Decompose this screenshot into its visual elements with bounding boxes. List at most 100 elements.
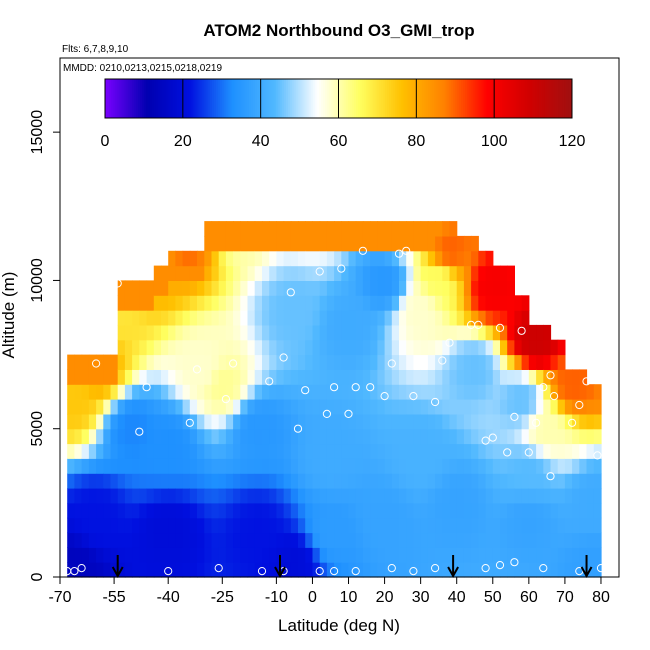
ground-arrow: [580, 555, 593, 579]
heatmap-cell: [543, 339, 552, 356]
heatmap-cell: [88, 488, 97, 504]
heatmap-cell: [492, 413, 501, 430]
heatmap-cell: [427, 443, 436, 459]
heatmap-cell: [254, 369, 263, 385]
heatmap-cell: [507, 562, 515, 578]
heatmap-cell: [197, 547, 205, 563]
x-tick-label: -10: [265, 589, 288, 606]
heatmap-cell: [81, 369, 90, 385]
heatmap-cell: [225, 547, 234, 563]
heatmap-cell: [168, 265, 176, 281]
heatmap-cell: [355, 354, 364, 370]
heatmap-cell: [334, 443, 342, 459]
heatmap-cell: [413, 458, 422, 474]
heatmap-cell: [146, 295, 155, 311]
heatmap-cell: [586, 502, 595, 519]
heatmap-cell: [233, 295, 241, 311]
heatmap-cell: [319, 310, 328, 326]
heatmap-cell: [442, 369, 451, 385]
flight-point: [322, 409, 331, 418]
heatmap-cell: [384, 532, 393, 548]
heatmap-cell: [348, 399, 357, 415]
heatmap-cell: [528, 562, 537, 578]
heatmap-cell: [492, 339, 501, 356]
heatmap-cell: [370, 488, 378, 504]
heatmap-cell: [521, 339, 530, 356]
heatmap-cell: [536, 324, 544, 341]
heatmap-cell: [88, 547, 97, 563]
heatmap-cell: [478, 295, 487, 311]
flight-point: [164, 237, 173, 246]
heatmap-cell: [269, 354, 277, 370]
heatmap-cell: [427, 310, 436, 326]
heatmap-cell: [413, 473, 422, 489]
heatmap-cell: [189, 354, 198, 370]
heatmap-cell: [312, 428, 321, 445]
heatmap-cell: [254, 250, 263, 267]
heatmap-cell: [579, 369, 588, 385]
heatmap-cell: [449, 354, 458, 370]
heatmap-cell: [449, 250, 458, 267]
heatmap-cell: [117, 413, 126, 430]
heatmap-cell: [139, 547, 148, 563]
heatmap-cell: [305, 473, 313, 489]
heatmap-cell: [326, 428, 335, 445]
colorbar-tick-label: 40: [252, 133, 270, 150]
heatmap-cell: [500, 369, 508, 385]
heatmap-cell: [492, 458, 501, 474]
heatmap-cell: [153, 562, 162, 578]
heatmap-cell: [74, 369, 83, 385]
heatmap-cell: [341, 488, 350, 504]
heatmap-cell: [233, 473, 241, 489]
heatmap-cell: [182, 265, 191, 281]
heatmap-cell: [492, 517, 501, 534]
heatmap-cell: [290, 443, 299, 459]
heatmap-cell: [442, 221, 451, 237]
heatmap-cell: [334, 517, 342, 534]
heatmap-cell: [88, 443, 97, 459]
heatmap-cell: [399, 399, 407, 415]
heatmap-cell: [124, 324, 133, 341]
heatmap-cell: [384, 265, 393, 281]
heatmap-cell: [240, 443, 249, 459]
heatmap-cell: [348, 443, 357, 459]
heatmap-cell: [269, 265, 277, 281]
heatmap-cell: [189, 562, 198, 578]
heatmap-cell: [514, 517, 523, 534]
heatmap-cell: [312, 502, 321, 519]
heatmap-cell: [456, 295, 465, 311]
heatmap-cell: [182, 562, 191, 578]
heatmap-cell: [103, 369, 112, 385]
heatmap-cell: [413, 443, 422, 459]
heatmap-cell: [370, 517, 378, 534]
x-tick-label: -55: [103, 589, 126, 606]
heatmap-cell: [348, 295, 357, 311]
heatmap-cell: [211, 532, 220, 548]
heatmap-cell: [391, 250, 400, 267]
heatmap-cell: [283, 265, 292, 281]
heatmap-cell: [262, 221, 270, 237]
heatmap-cell: [96, 517, 104, 534]
heatmap-cell: [463, 310, 472, 326]
heatmap-cell: [197, 488, 205, 504]
heatmap-cell: [161, 473, 169, 489]
heatmap-cell: [521, 458, 530, 474]
heatmap-cell: [478, 265, 487, 281]
flight-point: [135, 258, 144, 267]
heatmap-cell: [456, 443, 465, 459]
heatmap-cell: [384, 235, 393, 252]
heatmap-cell: [348, 339, 357, 356]
heatmap-cell: [427, 517, 436, 534]
heatmap-cell: [96, 547, 104, 563]
heatmap-cell: [81, 502, 90, 519]
heatmap-cell: [146, 473, 155, 489]
heatmap-cell: [146, 339, 155, 356]
heatmap-cell: [500, 502, 508, 519]
heatmap-cell: [341, 547, 350, 563]
flight-point: [351, 383, 360, 392]
heatmap-cell: [161, 354, 169, 370]
heatmap-cell: [471, 502, 479, 519]
heatmap-cell: [290, 413, 299, 430]
heatmap-cell: [204, 250, 213, 267]
heatmap-cell: [348, 310, 357, 326]
